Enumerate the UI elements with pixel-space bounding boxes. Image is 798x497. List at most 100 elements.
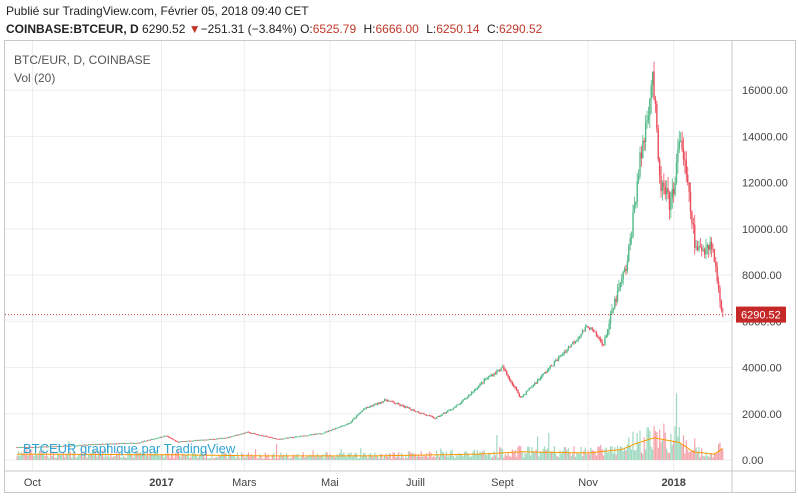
volume-bar xyxy=(643,437,645,460)
volume-bar xyxy=(79,454,81,460)
volume-bar xyxy=(270,458,272,460)
volume-bar xyxy=(64,457,66,460)
candle-body xyxy=(706,244,709,248)
candle-body xyxy=(625,268,627,271)
volume-bar xyxy=(497,457,499,460)
volume-bar xyxy=(458,453,460,460)
candle-body xyxy=(580,333,582,337)
candle-body xyxy=(668,192,671,210)
candle-body xyxy=(541,375,543,379)
chart-pane[interactable]: 16000.00 14000.00 12000.00 10000.00 8000.00 6… xyxy=(4,40,796,493)
candle-body xyxy=(167,436,170,438)
price-chart[interactable]: 16000.00 14000.00 12000.00 10000.00 8000.00 6… xyxy=(5,41,795,492)
candle-body xyxy=(468,394,470,397)
volume-bar xyxy=(581,456,584,460)
candle-body xyxy=(85,444,87,446)
candle-body xyxy=(163,435,166,437)
volume-bar xyxy=(447,456,449,460)
candle-body xyxy=(316,433,318,435)
candle-body xyxy=(548,367,550,371)
volume-legend[interactable]: Vol (20) xyxy=(14,71,56,85)
volume-bar xyxy=(362,452,365,460)
candle-body xyxy=(194,440,196,442)
candle-body xyxy=(671,188,673,199)
volume-bar xyxy=(266,456,268,460)
candle-body xyxy=(542,373,544,376)
candle-body xyxy=(491,374,494,376)
candle-body xyxy=(317,433,320,435)
volume-bar xyxy=(144,451,146,460)
candle-body xyxy=(159,436,161,438)
volume-bar xyxy=(473,449,476,460)
volume-bar xyxy=(153,451,156,460)
candle-body xyxy=(392,401,394,403)
candle-body xyxy=(709,241,711,250)
volume-bar xyxy=(541,452,543,460)
volume-bar xyxy=(327,456,330,460)
candle-body xyxy=(275,438,278,440)
candle-body xyxy=(243,432,246,434)
candle-body xyxy=(72,445,74,447)
volume-bar xyxy=(139,451,142,460)
high-value: 6666.00 xyxy=(375,22,419,36)
volume-bar xyxy=(518,445,520,460)
volume-bar xyxy=(664,432,666,460)
volume-bar xyxy=(421,456,424,460)
candle-body xyxy=(31,447,34,448)
candle-body xyxy=(358,413,361,415)
volume-bar xyxy=(514,450,516,460)
volume-bar xyxy=(529,455,532,460)
volume-bar xyxy=(259,454,261,460)
volume-bar xyxy=(388,453,390,460)
volume-bar xyxy=(520,446,522,460)
volume-bar xyxy=(297,453,299,460)
volume-bar xyxy=(97,451,99,460)
volume-bar xyxy=(41,452,43,460)
candle-body xyxy=(569,346,571,348)
volume-bar xyxy=(340,449,342,460)
candle-body xyxy=(111,443,114,445)
volume-bar xyxy=(281,455,283,460)
volume-bar xyxy=(54,457,56,460)
volume-bar xyxy=(273,453,275,460)
volume-bar xyxy=(287,455,289,460)
candle-body xyxy=(226,437,229,439)
volume-bar xyxy=(215,456,217,460)
candle-body xyxy=(107,443,109,445)
candle-body xyxy=(59,446,62,447)
candle-body xyxy=(97,444,100,445)
candle-body xyxy=(587,326,589,328)
candle-body xyxy=(483,379,485,383)
volume-bar xyxy=(304,457,306,460)
candle-body xyxy=(430,415,432,417)
volume-bar xyxy=(545,450,547,460)
low-label: L: xyxy=(426,22,437,36)
candle-body xyxy=(144,440,146,442)
volume-bar xyxy=(642,453,644,460)
candle-body xyxy=(688,182,690,192)
volume-bar xyxy=(701,448,703,460)
symbol-label[interactable]: COINBASE:BTCEUR, D xyxy=(6,22,139,36)
candle-body xyxy=(42,446,45,448)
candle-body xyxy=(121,443,123,444)
volume-bar xyxy=(55,457,57,460)
candle-body xyxy=(552,365,554,367)
tradingview-watermark[interactable]: BTCEUR graphique par TradingView xyxy=(23,441,236,456)
candle-body xyxy=(591,327,593,330)
volume-bar xyxy=(170,453,172,460)
candle-body xyxy=(151,439,153,441)
volume-bar xyxy=(423,455,425,460)
volume-bar xyxy=(187,451,189,460)
candle-body xyxy=(456,404,459,406)
candle-body xyxy=(136,442,139,444)
volume-bar xyxy=(597,446,599,460)
chart-legend-title[interactable]: BTC/EUR, D, COINBASE xyxy=(14,53,151,67)
candle-body xyxy=(282,438,285,440)
candle-body xyxy=(285,437,288,439)
volume-bar xyxy=(431,457,433,460)
candle-body xyxy=(397,403,400,405)
volume-bar xyxy=(318,456,320,460)
candle-body xyxy=(528,388,530,391)
candle-body xyxy=(692,223,695,225)
volume-bar xyxy=(351,456,353,460)
